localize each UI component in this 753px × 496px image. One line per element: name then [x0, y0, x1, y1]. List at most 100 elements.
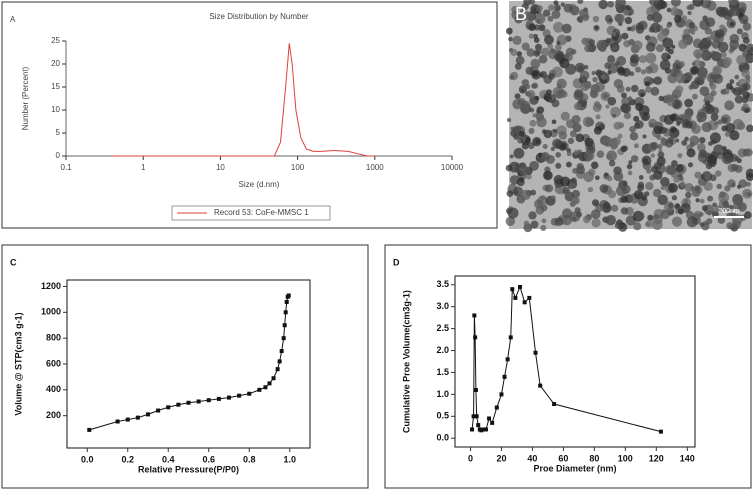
particle: [712, 66, 720, 75]
particle: [675, 72, 686, 84]
particle: [650, 141, 659, 150]
marker: [502, 374, 507, 379]
x-tick-label: 0.0: [81, 454, 94, 464]
marker: [176, 402, 181, 407]
particle: [736, 87, 744, 96]
particle: [736, 184, 742, 189]
particle: [711, 106, 720, 115]
particle: [635, 22, 644, 31]
particle: [665, 165, 675, 175]
particle: [703, 98, 708, 103]
marker: [87, 427, 92, 432]
particle: [681, 112, 690, 122]
particle: [661, 52, 670, 62]
particle: [552, 21, 564, 33]
particle: [558, 131, 568, 140]
particle: [687, 162, 694, 168]
marker: [522, 300, 527, 305]
particle: [729, 21, 735, 27]
marker: [533, 350, 538, 355]
panel-label: A: [10, 15, 16, 24]
particle: [623, 111, 632, 120]
particle: [606, 153, 612, 160]
particle: [583, 150, 595, 161]
particle: [684, 203, 690, 209]
particle: [596, 150, 605, 158]
marker: [518, 284, 523, 289]
particle: [626, 163, 633, 170]
marker: [499, 392, 504, 397]
particle: [565, 63, 577, 75]
particle: [697, 71, 707, 81]
particle: [722, 87, 730, 95]
particle: [745, 168, 753, 178]
particle: [560, 176, 571, 187]
particle: [709, 132, 721, 144]
particle: [651, 12, 663, 23]
particle: [734, 156, 740, 162]
particle: [697, 152, 709, 163]
particle: [622, 180, 628, 186]
particle: [706, 218, 713, 225]
particle: [571, 189, 581, 199]
particle: [628, 39, 635, 46]
y-tick-label: 1000: [41, 307, 61, 317]
y-tick-label: 2.5: [436, 323, 449, 333]
particle: [635, 66, 642, 73]
x-tick-label: 80: [589, 453, 599, 463]
x-tick-label: 0: [468, 453, 473, 463]
particle: [701, 205, 708, 212]
particle: [673, 175, 681, 184]
particle: [645, 66, 653, 74]
particle: [611, 204, 619, 212]
particle: [542, 9, 551, 17]
x-tick-label: 0.8: [243, 454, 256, 464]
particle: [716, 183, 723, 190]
particle: [694, 171, 702, 179]
particle: [612, 31, 617, 36]
particle: [604, 14, 613, 23]
x-axis-label: Relative Pressure(P/P0): [138, 464, 239, 474]
particle: [646, 168, 652, 174]
particle: [560, 90, 568, 98]
particle: [702, 38, 708, 45]
particle: [710, 113, 719, 121]
particle: [706, 55, 711, 60]
particle: [701, 171, 713, 182]
x-tick-label: 0.4: [162, 454, 175, 464]
particle: [694, 185, 701, 191]
marker: [275, 367, 280, 372]
panel-label: C: [10, 257, 17, 267]
particle: [521, 3, 529, 11]
y-tick-label: 600: [46, 358, 61, 368]
x-tick-label: 60: [558, 453, 568, 463]
marker: [257, 387, 262, 392]
particle: [744, 211, 752, 219]
particle: [591, 161, 599, 169]
panel: C 0.0 0.2 0.4 0.6 0.8 1.0 200 400 600 800 1000 1200 R…: [1, 244, 369, 489]
particle: [717, 216, 726, 224]
particle: [650, 153, 656, 158]
particle: [721, 116, 728, 124]
particle: [729, 130, 740, 141]
marker: [277, 359, 282, 364]
particle: [507, 207, 519, 219]
particle: [508, 36, 513, 42]
particle: [614, 222, 622, 229]
particle: [652, 219, 663, 231]
particle: [655, 44, 664, 53]
particle: [600, 73, 607, 80]
particle: [581, 37, 589, 46]
particle: [569, 130, 577, 138]
particle: [547, 15, 554, 22]
particle: [732, 219, 742, 229]
particle: [736, 28, 743, 35]
particle: [681, 139, 688, 146]
particle: [741, 69, 750, 78]
particle: [650, 165, 658, 173]
particle: [742, 37, 750, 44]
particle: [722, 200, 729, 208]
particle: [571, 114, 581, 124]
particle: [590, 209, 601, 219]
particle: [528, 211, 537, 220]
